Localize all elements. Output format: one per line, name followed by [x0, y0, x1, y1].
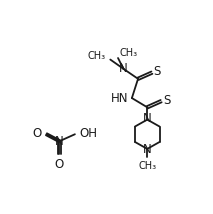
Text: N: N	[143, 143, 152, 156]
Text: N: N	[55, 135, 64, 148]
Text: S: S	[154, 65, 161, 78]
Text: N: N	[119, 62, 128, 75]
Text: CH₃: CH₃	[88, 52, 106, 61]
Text: N: N	[143, 112, 152, 125]
Text: OH: OH	[79, 127, 98, 140]
Text: CH₃: CH₃	[138, 161, 156, 171]
Text: S: S	[163, 94, 170, 107]
Text: O: O	[55, 158, 64, 171]
Text: CH₃: CH₃	[119, 48, 138, 58]
Text: HN: HN	[111, 92, 128, 105]
Text: O: O	[33, 127, 42, 140]
